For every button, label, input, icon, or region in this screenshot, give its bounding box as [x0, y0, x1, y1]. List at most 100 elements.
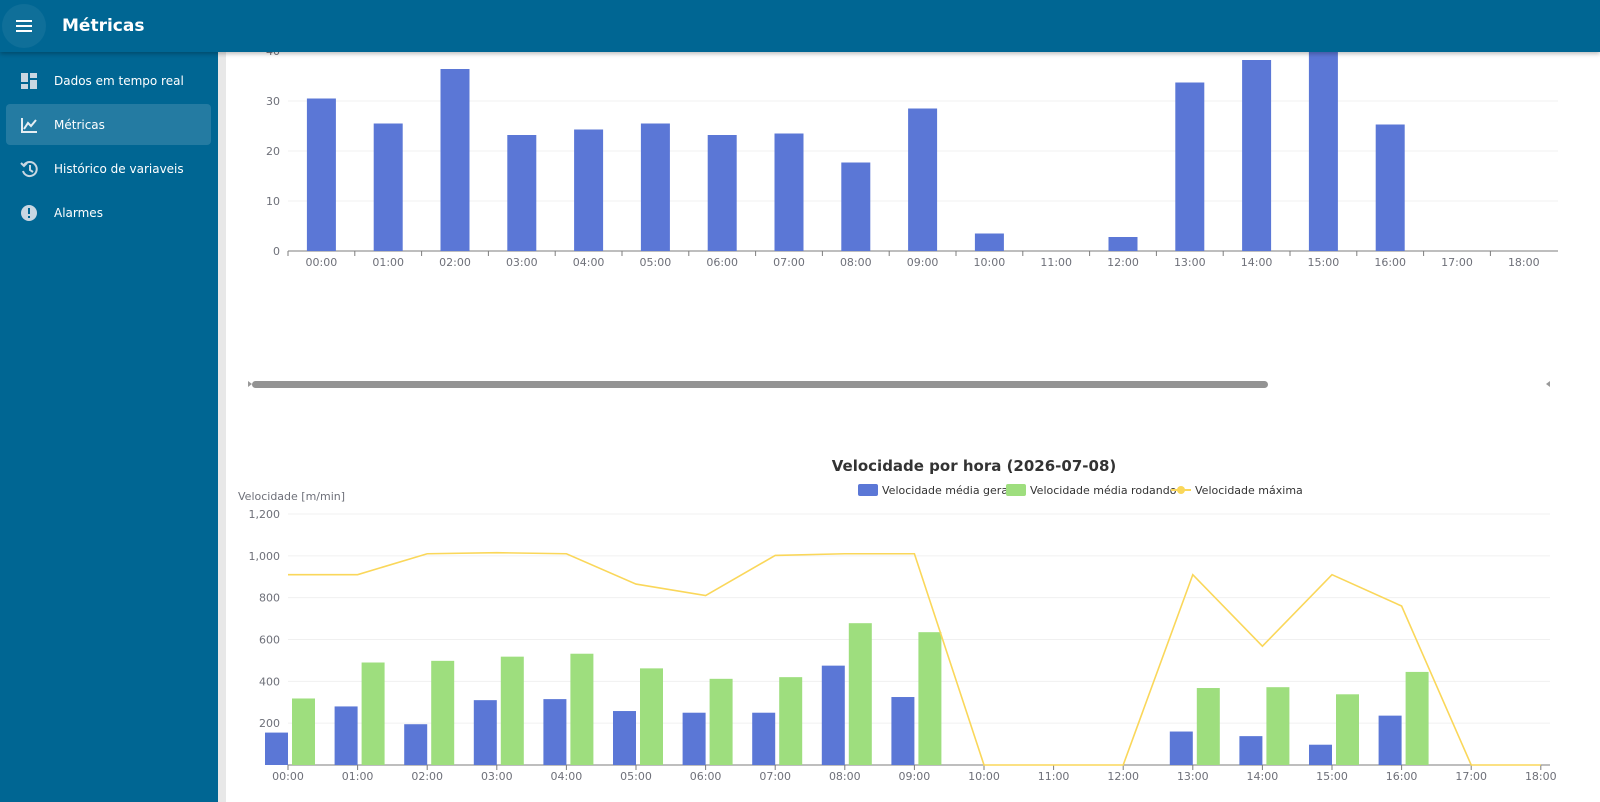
bar-media-rodando [640, 668, 663, 765]
x-tick-label: 10:00 [974, 256, 1006, 269]
horizontal-scrollbar-thumb[interactable] [252, 381, 1268, 388]
bar [640, 123, 670, 251]
bar-media-geral [682, 712, 706, 765]
x-tick-label: 05:00 [620, 770, 652, 783]
bar-media-rodando [1266, 687, 1290, 765]
x-tick-label: 15:00 [1316, 770, 1348, 783]
x-tick-label: 18:00 [1508, 256, 1540, 269]
bar-media-geral [1309, 744, 1332, 765]
bar [1242, 60, 1272, 251]
x-tick-label: 05:00 [640, 256, 672, 269]
bar-media-rodando [570, 653, 594, 765]
app-bar: Métricas [0, 0, 1600, 52]
bar [774, 133, 804, 251]
bar-media-geral [891, 697, 915, 765]
bar-media-rodando [848, 623, 872, 765]
bar-media-rodando [918, 632, 942, 765]
bar [707, 135, 737, 251]
sidebar-item-historico-de-variaveis[interactable]: Histórico de variaveis [6, 148, 211, 189]
bar-media-geral [543, 699, 567, 765]
x-tick-label: 07:00 [759, 770, 791, 783]
sidebar-item-alarmes[interactable]: Alarmes [6, 192, 211, 233]
legend-swatch [1006, 484, 1026, 496]
y-tick-label: 800 [259, 592, 280, 605]
x-tick-label: 07:00 [773, 256, 805, 269]
x-tick-label: 17:00 [1455, 770, 1487, 783]
bar-media-rodando [709, 678, 733, 765]
x-tick-label: 08:00 [829, 770, 861, 783]
bar-media-rodando [361, 662, 385, 765]
bar-media-rodando [431, 660, 455, 765]
bar [373, 123, 403, 251]
bar [1175, 82, 1205, 251]
bar-media-rodando [1336, 694, 1359, 765]
bar-media-geral [404, 724, 428, 765]
scroll-left-icon [248, 381, 252, 387]
bar-media-geral [334, 706, 358, 765]
y-tick-label: 40 [266, 52, 280, 58]
alert-icon [21, 205, 37, 221]
bar-media-geral [1239, 736, 1263, 765]
menu-button[interactable] [2, 4, 46, 48]
bar-media-rodando [1196, 688, 1220, 765]
bar-media-rodando [1405, 671, 1429, 765]
page-title: Métricas [62, 16, 145, 36]
y-tick-label: 10 [266, 195, 280, 208]
bar-media-geral [752, 712, 776, 765]
x-tick-label: 09:00 [907, 256, 939, 269]
menu-icon [16, 17, 32, 35]
x-tick-label: 12:00 [1107, 256, 1139, 269]
legend-label: Velocidade média geral [882, 484, 1011, 497]
bar-media-rodando [292, 698, 315, 765]
scroll-right-icon [1546, 381, 1550, 387]
bar-media-geral [821, 665, 845, 765]
y-tick-label: 30 [266, 95, 280, 108]
x-tick-label: 11:00 [1038, 770, 1070, 783]
sidebar-item-label: Métricas [54, 117, 105, 132]
x-tick-label: 14:00 [1241, 256, 1273, 269]
x-tick-label: 13:00 [1174, 256, 1206, 269]
x-tick-label: 00:00 [272, 770, 304, 783]
x-tick-label: 01:00 [372, 256, 404, 269]
legend-label: Velocidade média rodando [1030, 484, 1177, 497]
line-velocidade-maxima [288, 551, 1541, 766]
bar-media-geral [1169, 731, 1193, 765]
x-tick-label: 13:00 [1177, 770, 1209, 783]
bar [1308, 52, 1338, 251]
x-tick-label: 15:00 [1308, 256, 1340, 269]
x-tick-label: 00:00 [306, 256, 338, 269]
sidebar-item-label: Alarmes [54, 205, 103, 220]
sidebar-item-label: Histórico de variaveis [54, 161, 184, 176]
x-tick-label: 16:00 [1374, 256, 1406, 269]
bar [908, 108, 938, 251]
x-tick-label: 12:00 [1107, 770, 1139, 783]
bar [974, 233, 1004, 251]
x-tick-label: 03:00 [506, 256, 538, 269]
x-tick-label: 02:00 [411, 770, 443, 783]
x-tick-label: 16:00 [1386, 770, 1418, 783]
bar [306, 98, 336, 251]
x-tick-label: 11:00 [1040, 256, 1072, 269]
legend-dot-swatch [1177, 486, 1185, 494]
bar [1375, 124, 1405, 251]
sidebar: Dados em tempo real Métricas Histórico d… [0, 52, 218, 802]
bar [507, 135, 537, 251]
sidebar-item-dados-em-tempo-real[interactable]: Dados em tempo real [6, 60, 211, 101]
x-tick-label: 04:00 [573, 256, 605, 269]
x-tick-label: 17:00 [1441, 256, 1473, 269]
y-tick-label: 1,200 [249, 508, 281, 521]
history-icon [20, 161, 38, 178]
x-tick-label: 10:00 [968, 770, 1000, 783]
y-tick-label: 400 [259, 675, 280, 688]
bar [440, 69, 470, 251]
legend-label: Velocidade máxima [1195, 484, 1303, 497]
bar-media-geral [265, 732, 288, 765]
bar-media-geral [1378, 715, 1402, 765]
sidebar-item-metricas[interactable]: Métricas [6, 104, 211, 145]
production-bar-chart: 0 10 20 30 40 00:00 01:00 02:00 03:00 04:00 05:00 0… [248, 52, 1558, 388]
dashboard-icon [21, 73, 37, 89]
y-tick-label: 20 [266, 145, 280, 158]
sidebar-item-label: Dados em tempo real [54, 73, 184, 88]
x-tick-label: 06:00 [690, 770, 722, 783]
x-tick-label: 14:00 [1247, 770, 1279, 783]
